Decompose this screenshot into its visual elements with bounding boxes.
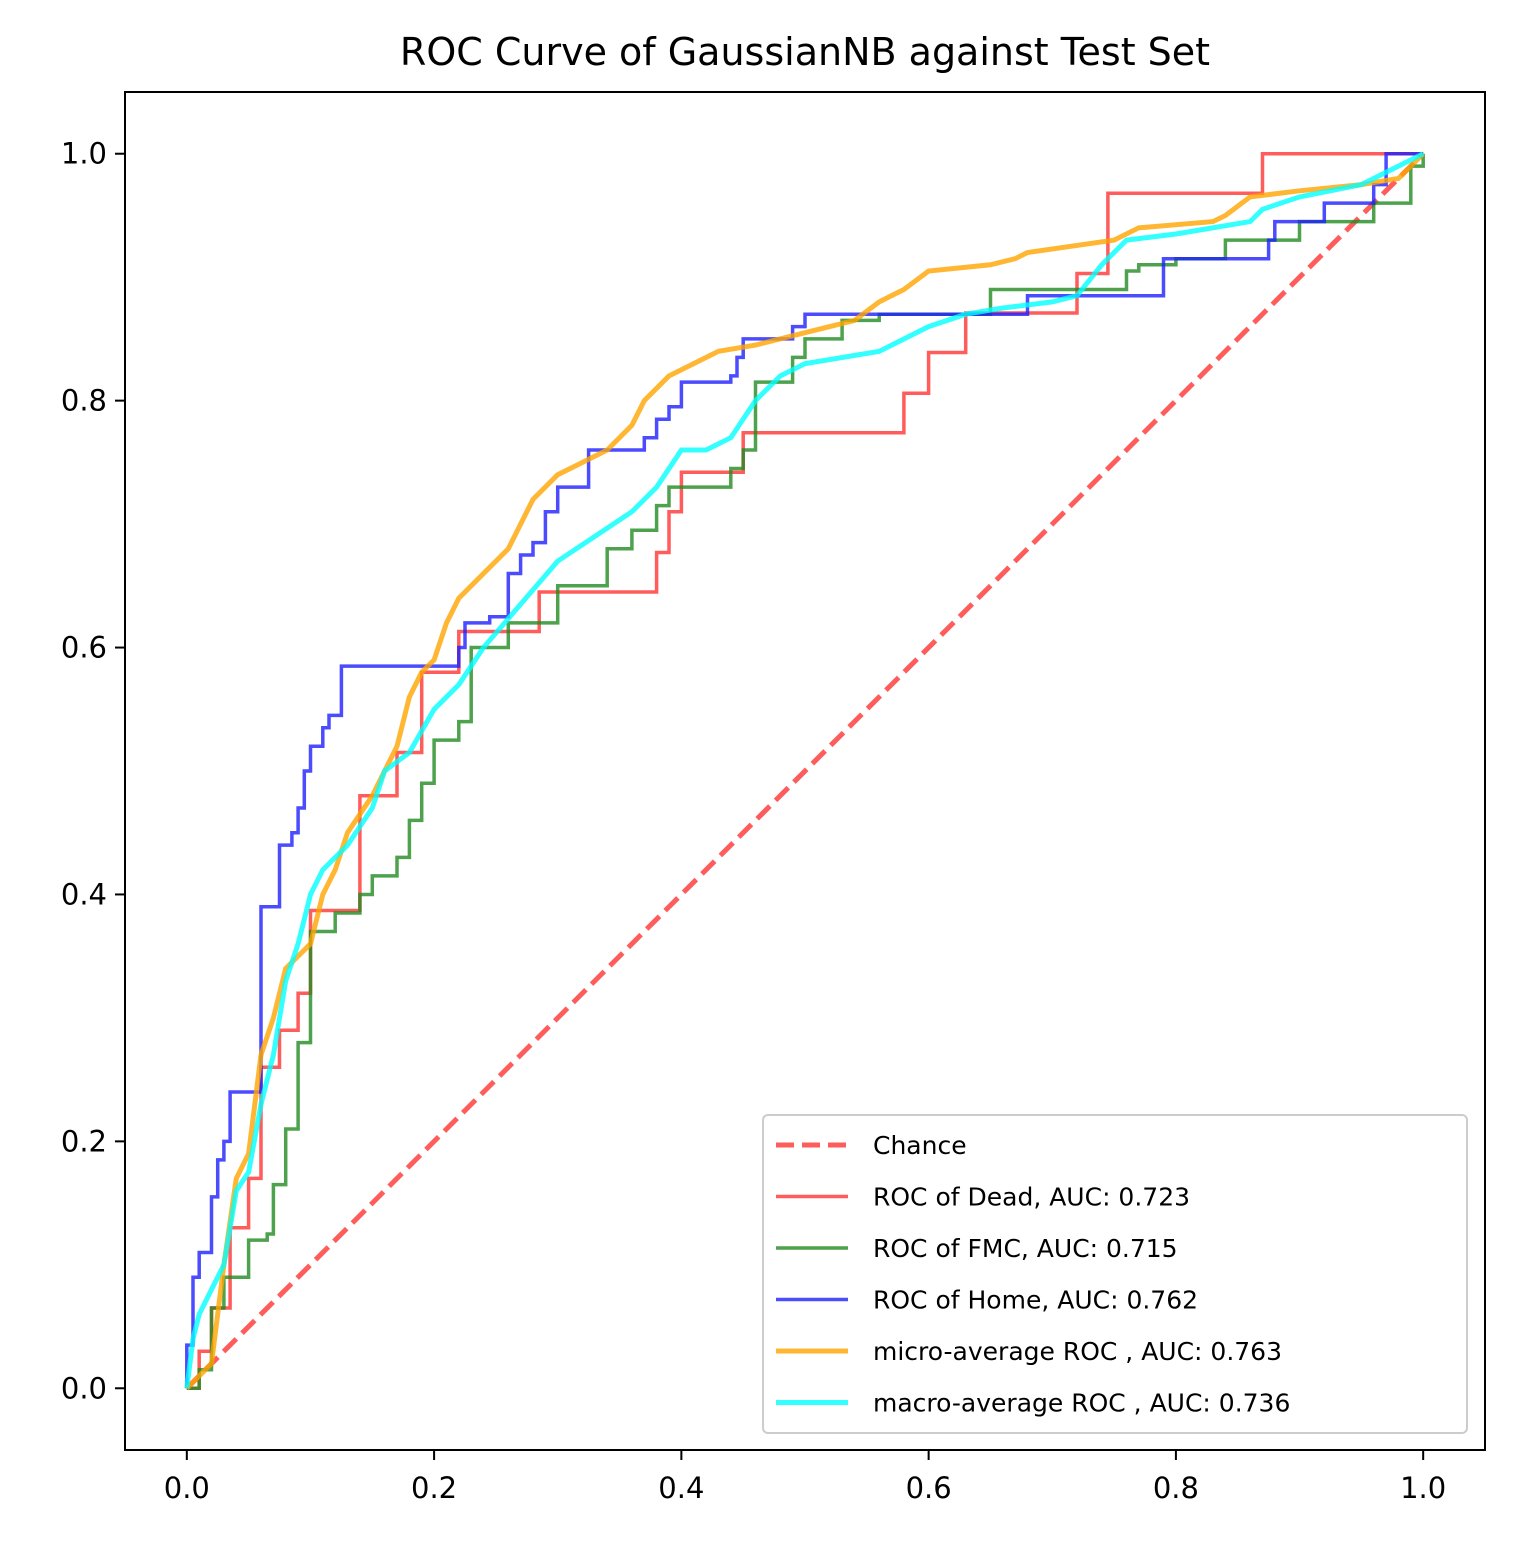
x-tick-label: 0.2 xyxy=(411,1471,457,1505)
legend-label: ROC of Dead, AUC: 0.723 xyxy=(873,1183,1190,1212)
series-line-micro-average-roc xyxy=(185,151,1425,1391)
x-tick-label: 1.0 xyxy=(1400,1471,1446,1505)
series-line-roc-of-fmc xyxy=(186,153,1425,1391)
series-line-chance xyxy=(185,151,1425,1391)
legend-label: micro-average ROC , AUC: 0.763 xyxy=(873,1337,1282,1366)
legend-label: ROC of FMC, AUC: 0.715 xyxy=(873,1234,1178,1263)
y-tick-label: 0.8 xyxy=(61,384,107,418)
legend-label: ROC of Home, AUC: 0.762 xyxy=(873,1286,1198,1315)
plot-frame xyxy=(124,91,1486,1451)
x-axis: 0.0 0.2 0.4 0.6 0.8 1.0 xyxy=(164,1450,1446,1505)
legend-label: Chance xyxy=(873,1131,967,1160)
y-tick-label: 1.0 xyxy=(61,137,107,171)
y-tick-label: 0.4 xyxy=(61,877,107,911)
x-tick-label: 0.6 xyxy=(906,1471,952,1505)
y-axis: 0.0 0.2 0.4 0.6 0.8 1.0 xyxy=(61,137,125,1405)
x-tick-label: 0.0 xyxy=(164,1471,210,1505)
legend-box xyxy=(762,1114,1468,1434)
y-tick-label: 0.6 xyxy=(61,631,107,665)
legend: Chance ROC of Dead, AUC: 0.723 ROC of FMC,… xyxy=(762,1114,1468,1434)
x-tick-label: 0.4 xyxy=(658,1471,704,1505)
y-tick-label: 0.2 xyxy=(61,1124,107,1158)
y-tick-label: 0.0 xyxy=(61,1371,107,1405)
series-line-macro-average-roc xyxy=(184,151,1425,1389)
plot-area xyxy=(184,151,1425,1391)
chart-title: ROC Curve of GaussianNB against Test Set xyxy=(400,30,1210,74)
legend-label: macro-average ROC , AUC: 0.736 xyxy=(873,1389,1290,1418)
x-tick-label: 0.8 xyxy=(1153,1471,1199,1505)
